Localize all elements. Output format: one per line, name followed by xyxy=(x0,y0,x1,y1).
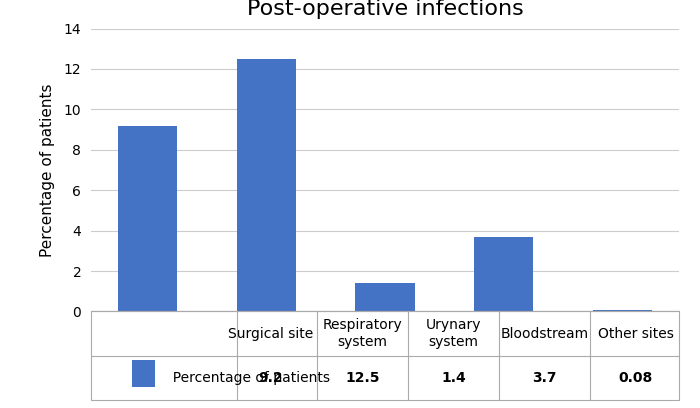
Text: Other sites: Other sites xyxy=(598,326,673,341)
Bar xyxy=(132,360,155,387)
Text: 0.08: 0.08 xyxy=(619,371,653,385)
Text: Bloodstream: Bloodstream xyxy=(500,326,589,341)
Bar xyxy=(356,283,414,311)
Text: 3.7: 3.7 xyxy=(532,371,556,385)
Text: Percentage of patients: Percentage of patients xyxy=(164,371,330,385)
Text: Respiratory
system: Respiratory system xyxy=(322,318,402,349)
Text: 12.5: 12.5 xyxy=(345,371,379,385)
Text: 1.4: 1.4 xyxy=(441,371,466,385)
Text: Surgical site: Surgical site xyxy=(228,326,314,341)
Bar xyxy=(237,59,296,311)
Y-axis label: Percentage of patients: Percentage of patients xyxy=(41,83,55,257)
Bar xyxy=(593,310,652,311)
Text: 9.2: 9.2 xyxy=(259,371,284,385)
Title: Post-operative infections: Post-operative infections xyxy=(246,0,524,19)
Text: Urynary
system: Urynary system xyxy=(426,318,481,349)
Bar xyxy=(118,126,177,311)
Bar xyxy=(474,237,533,311)
